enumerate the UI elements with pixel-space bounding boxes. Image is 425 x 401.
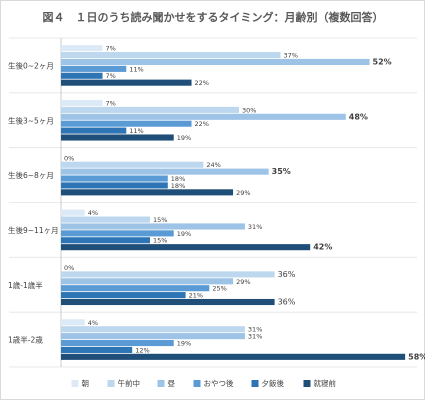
data-label: 0% xyxy=(64,264,74,272)
data-label: 36% xyxy=(278,297,296,306)
data-label: 22% xyxy=(195,120,209,128)
data-label: 29% xyxy=(236,278,250,286)
bar xyxy=(61,79,192,86)
data-label: 58% xyxy=(408,352,425,361)
bar xyxy=(61,223,245,230)
bar xyxy=(61,278,234,285)
bar xyxy=(61,237,150,244)
data-label: 0% xyxy=(64,154,74,162)
category-label: 生後9~11ヶ月 xyxy=(8,225,59,235)
legend-swatch xyxy=(71,380,79,387)
data-label: 15% xyxy=(153,216,167,224)
bar xyxy=(61,113,346,120)
plot-area: 生後0~2ヶ月 7% 37% 52% 11% 7% 22% 生後3~5ヶ月 7% 30% 48% 22… xyxy=(8,37,425,368)
data-label: 7% xyxy=(106,99,116,107)
bar xyxy=(61,65,127,72)
legend-label: 朝 xyxy=(82,379,90,388)
legend-swatch xyxy=(107,380,115,387)
data-label: 22% xyxy=(195,79,209,87)
bar xyxy=(61,346,133,353)
legend-swatch xyxy=(251,380,259,387)
category-label: 1歳-1歳半 xyxy=(8,280,43,290)
data-label: 15% xyxy=(153,237,167,245)
legend-swatch xyxy=(193,380,201,387)
bar xyxy=(61,285,210,292)
bar xyxy=(61,353,406,360)
bar xyxy=(61,161,204,168)
legend-label: 就寝前 xyxy=(314,378,337,388)
bar xyxy=(61,339,174,347)
data-label: 19% xyxy=(177,339,191,347)
data-label: 11% xyxy=(129,127,143,135)
category-label: 生後3~5ヶ月 xyxy=(8,115,54,125)
data-label: 7% xyxy=(106,45,116,53)
bar xyxy=(61,244,311,251)
data-label: 18% xyxy=(171,182,185,190)
data-label: 12% xyxy=(135,346,149,354)
bar xyxy=(61,52,281,59)
chart-title: 図４ １日のうち読み聞かせをするタイミング：月齢別（複数回答） xyxy=(43,10,384,24)
data-label: 11% xyxy=(129,65,143,73)
bar xyxy=(61,333,245,340)
data-label: 48% xyxy=(349,112,368,121)
data-label: 18% xyxy=(171,175,185,183)
data-label: 4% xyxy=(88,319,98,327)
data-label: 24% xyxy=(206,161,220,169)
bar xyxy=(61,319,85,326)
legend-label: 午前中 xyxy=(118,378,141,388)
data-label: 21% xyxy=(189,292,203,300)
data-label: 37% xyxy=(284,52,298,60)
data-label: 4% xyxy=(88,209,98,217)
data-label: 29% xyxy=(236,189,250,197)
legend-swatch xyxy=(303,380,311,387)
bar xyxy=(61,134,174,141)
data-label: 31% xyxy=(248,326,262,334)
data-label: 7% xyxy=(106,72,116,80)
data-label: 31% xyxy=(248,223,262,231)
category-label: 1歳半-2歳 xyxy=(8,335,43,345)
bar xyxy=(61,120,192,127)
legend-label: 夕飯後 xyxy=(262,378,285,388)
data-label: 42% xyxy=(313,243,332,252)
data-label: 19% xyxy=(177,134,191,142)
bar xyxy=(61,292,186,299)
legend: 朝 午前中 昼 おやつ後 夕飯後 就寝前 xyxy=(71,378,337,388)
data-label: 25% xyxy=(212,285,226,293)
category-label: 生後0~2ヶ月 xyxy=(8,60,54,70)
bar xyxy=(61,106,239,113)
category-label: 生後6~8ヶ月 xyxy=(8,170,54,180)
bar xyxy=(61,72,103,79)
data-label: 36% xyxy=(278,270,296,279)
bar xyxy=(61,168,269,175)
legend-label: おやつ後 xyxy=(204,378,234,388)
data-label: 30% xyxy=(242,106,256,114)
data-label: 31% xyxy=(248,333,262,341)
data-label: 35% xyxy=(272,167,291,176)
bar xyxy=(61,326,245,333)
bar xyxy=(61,175,168,182)
bar xyxy=(61,230,174,237)
bar xyxy=(61,99,103,107)
bar xyxy=(61,189,234,196)
legend-label: 昼 xyxy=(168,379,176,388)
data-label: 19% xyxy=(177,230,191,238)
bar xyxy=(61,45,103,52)
bar xyxy=(61,182,168,189)
bar xyxy=(61,58,370,66)
legend-swatch xyxy=(157,380,165,387)
bar xyxy=(61,216,150,223)
bar xyxy=(61,271,275,278)
bar xyxy=(61,209,85,216)
bar xyxy=(61,298,275,306)
data-label: 52% xyxy=(373,57,392,66)
bar xyxy=(61,127,127,134)
